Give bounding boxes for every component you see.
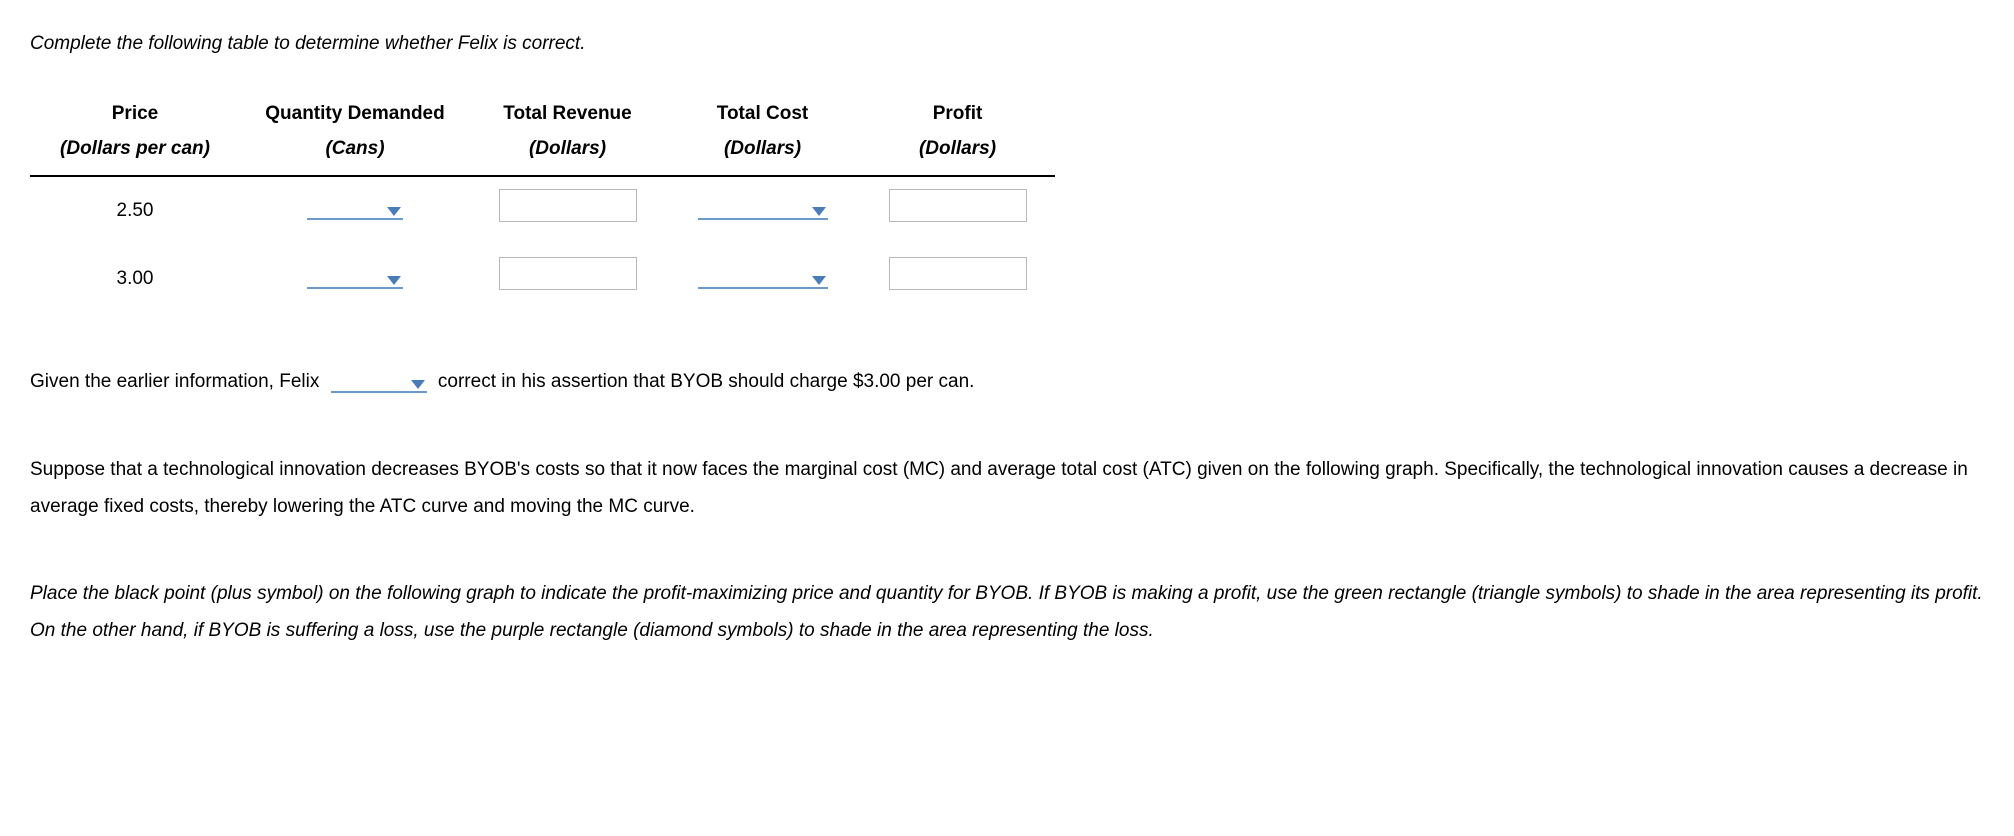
quantity-dropdown-row2[interactable] bbox=[307, 263, 403, 289]
cost-dropdown-row1[interactable] bbox=[698, 194, 828, 220]
explanation-paragraph: Suppose that a technological innovation … bbox=[30, 451, 1984, 525]
subheader-profit: (Dollars) bbox=[860, 133, 1055, 176]
chevron-down-icon bbox=[812, 207, 826, 216]
cost-dropdown-row2[interactable] bbox=[698, 263, 828, 289]
table-row: 2.50 bbox=[30, 176, 1055, 245]
sentence-part1: Given the earlier information, Felix bbox=[30, 371, 319, 392]
graph-instructions: Place the black point (plus symbol) on t… bbox=[30, 575, 1984, 649]
chevron-down-icon bbox=[387, 276, 401, 285]
chevron-down-icon bbox=[387, 207, 401, 216]
data-table: Price Quantity Demanded Total Revenue To… bbox=[30, 98, 1984, 313]
subheader-revenue: (Dollars) bbox=[470, 133, 665, 176]
subheader-cost: (Dollars) bbox=[665, 133, 860, 176]
subheader-price: (Dollars per can) bbox=[30, 133, 240, 176]
price-cell: 2.50 bbox=[30, 176, 240, 245]
revenue-input-row2[interactable] bbox=[499, 257, 637, 290]
sentence-part2: correct in his assertion that BYOB shoul… bbox=[438, 371, 975, 392]
chevron-down-icon bbox=[411, 380, 425, 389]
price-cell: 3.00 bbox=[30, 245, 240, 313]
chevron-down-icon bbox=[812, 276, 826, 285]
assertion-dropdown[interactable] bbox=[331, 369, 427, 393]
header-quantity: Quantity Demanded bbox=[240, 98, 470, 132]
header-price: Price bbox=[30, 98, 240, 132]
header-profit: Profit bbox=[860, 98, 1055, 132]
table-row: 3.00 bbox=[30, 245, 1055, 313]
quantity-dropdown-row1[interactable] bbox=[307, 194, 403, 220]
assertion-sentence: Given the earlier information, Felix cor… bbox=[30, 363, 1984, 400]
profit-input-row1[interactable] bbox=[889, 189, 1027, 222]
revenue-input-row1[interactable] bbox=[499, 189, 637, 222]
header-revenue: Total Revenue bbox=[470, 98, 665, 132]
header-cost: Total Cost bbox=[665, 98, 860, 132]
intro-text: Complete the following table to determin… bbox=[30, 28, 1984, 60]
subheader-quantity: (Cans) bbox=[240, 133, 470, 176]
profit-input-row2[interactable] bbox=[889, 257, 1027, 290]
